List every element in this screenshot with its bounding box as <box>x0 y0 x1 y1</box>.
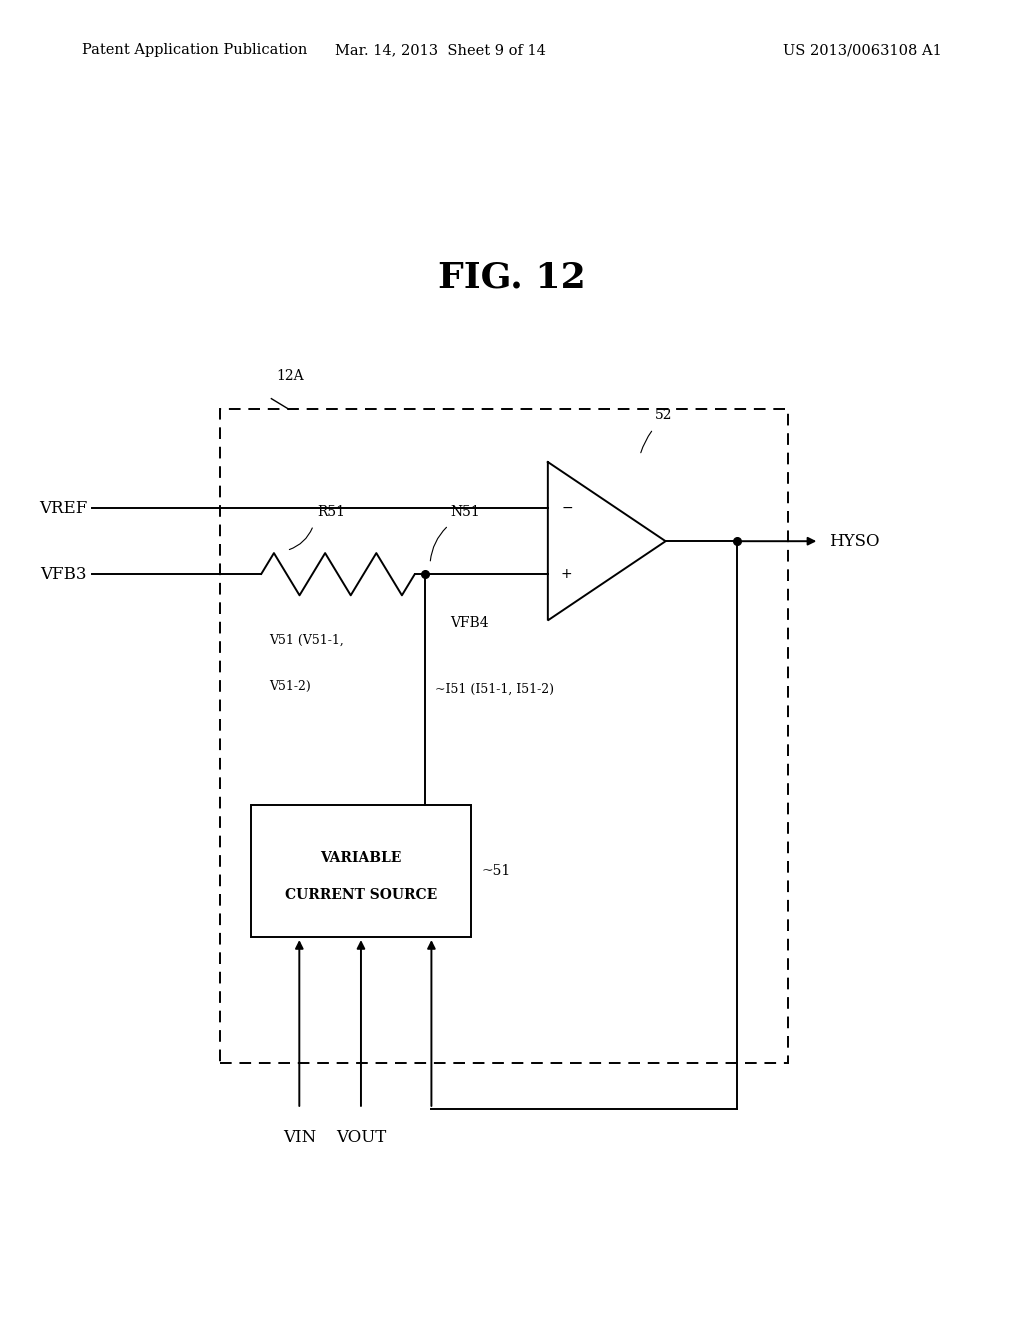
Text: +: + <box>560 568 571 582</box>
Text: VOUT: VOUT <box>336 1129 386 1146</box>
Text: V51 (V51-1,: V51 (V51-1, <box>269 634 344 647</box>
Text: R51: R51 <box>317 504 345 519</box>
Text: VREF: VREF <box>39 500 87 516</box>
Text: CURRENT SOURCE: CURRENT SOURCE <box>285 888 437 902</box>
Text: FIG. 12: FIG. 12 <box>438 260 586 294</box>
Text: VFB3: VFB3 <box>41 566 87 582</box>
Text: US 2013/0063108 A1: US 2013/0063108 A1 <box>783 44 942 57</box>
Text: V51-2): V51-2) <box>269 680 311 693</box>
Text: VIN: VIN <box>283 1129 316 1146</box>
Text: VFB4: VFB4 <box>451 616 489 631</box>
Text: VARIABLE: VARIABLE <box>321 851 401 865</box>
Text: ~I51 (I51-1, I51-2): ~I51 (I51-1, I51-2) <box>435 684 554 696</box>
Text: Patent Application Publication: Patent Application Publication <box>82 44 307 57</box>
Text: HYSO: HYSO <box>829 533 880 549</box>
Text: 52: 52 <box>655 408 673 422</box>
Text: ~51: ~51 <box>481 865 511 878</box>
Text: 12A: 12A <box>276 368 304 383</box>
Text: N51: N51 <box>451 504 480 519</box>
Text: −: − <box>561 500 572 515</box>
Text: Mar. 14, 2013  Sheet 9 of 14: Mar. 14, 2013 Sheet 9 of 14 <box>335 44 546 57</box>
